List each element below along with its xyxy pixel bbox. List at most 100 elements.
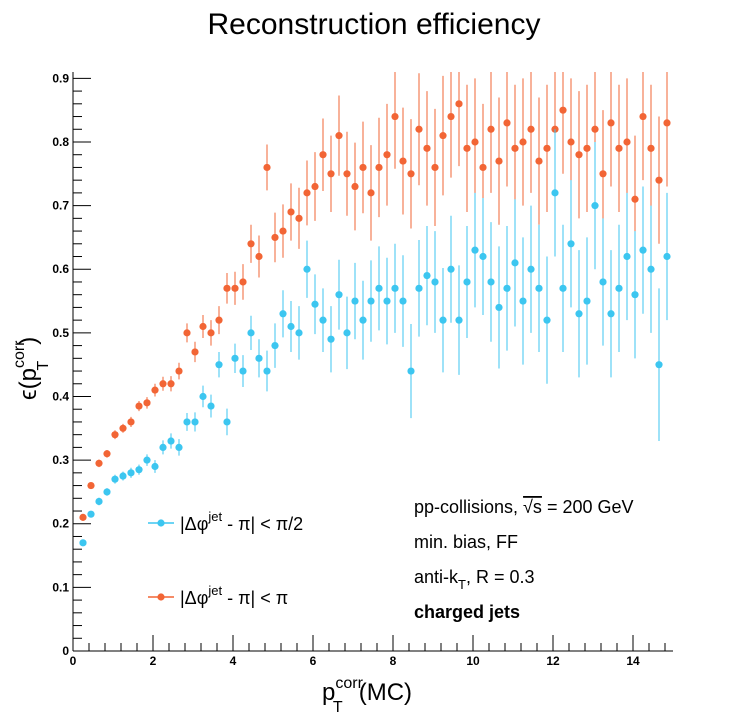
data-point <box>471 246 479 254</box>
data-point <box>583 297 591 305</box>
data-point <box>519 297 527 305</box>
x-tick-label: 0 <box>70 654 77 668</box>
data-point <box>431 163 439 172</box>
data-point <box>415 284 423 292</box>
data-point <box>479 163 487 172</box>
data-point <box>287 322 295 331</box>
y-tick-label: 0.6 <box>52 262 69 276</box>
data-point <box>487 125 495 133</box>
data-point <box>439 132 447 140</box>
data-point <box>375 163 383 172</box>
data-point <box>215 361 223 369</box>
data-point <box>183 418 191 426</box>
data-point <box>527 265 535 273</box>
data-point <box>463 144 471 152</box>
data-point <box>551 189 559 197</box>
data-point <box>135 466 143 474</box>
annotation-part: charged jets <box>414 602 520 622</box>
data-point <box>423 272 431 280</box>
data-point <box>247 240 255 248</box>
y-tick-label: 0.5 <box>52 326 69 340</box>
data-point <box>663 119 671 127</box>
data-point <box>503 284 511 292</box>
annotation-part: pp-collisions, <box>414 497 523 517</box>
data-point <box>399 157 407 165</box>
data-point <box>407 170 415 178</box>
annotation: pp-collisions, √s = 200 GeV <box>414 497 634 517</box>
data-point <box>359 316 367 324</box>
data-point <box>447 265 455 273</box>
data-point <box>527 125 535 133</box>
data-point <box>623 252 631 261</box>
data-point <box>351 182 359 191</box>
x-tick-label: 8 <box>390 654 397 668</box>
data-point <box>655 176 663 184</box>
data-point <box>391 284 399 292</box>
y-tick-label: 0.1 <box>52 580 69 594</box>
annotation: anti-kT, R = 0.3 <box>414 567 535 592</box>
y-label-sup: corr <box>11 340 28 368</box>
data-point <box>231 284 239 292</box>
legend-label-part: |Δφ <box>180 588 208 608</box>
data-point <box>455 316 463 324</box>
data-point <box>175 443 183 451</box>
data-point <box>599 278 607 286</box>
x-tick-label: 6 <box>310 654 317 668</box>
data-point <box>495 157 503 165</box>
y-tick-label: 0.3 <box>52 453 69 467</box>
data-point <box>415 125 423 133</box>
data-point <box>607 119 615 127</box>
data-point <box>479 252 487 261</box>
annotation-part: anti-k <box>414 567 459 587</box>
legend-label-part: - π| < π/2 <box>222 514 303 534</box>
data-point <box>271 341 279 350</box>
x-tick-label: 12 <box>546 654 560 668</box>
data-point <box>575 310 583 318</box>
data-point <box>159 443 167 451</box>
data-point <box>663 252 671 261</box>
x-tick-label: 4 <box>230 654 237 668</box>
data-point <box>583 144 591 152</box>
y-label-sub: T <box>35 360 52 370</box>
data-point <box>263 163 271 172</box>
annotation-part: , R = 0.3 <box>466 567 535 587</box>
y-tick-label: 0.8 <box>52 135 69 149</box>
data-point <box>543 316 551 324</box>
y-tick-label: 0.9 <box>52 71 69 85</box>
data-point <box>79 513 87 521</box>
data-point <box>495 303 503 312</box>
data-point <box>279 310 287 318</box>
data-point <box>143 456 151 464</box>
y-tick-label: 0.7 <box>52 199 69 213</box>
data-point <box>207 329 215 337</box>
legend-marker <box>157 519 165 527</box>
data-point <box>399 297 407 305</box>
data-point <box>295 329 303 337</box>
data-point <box>311 300 319 308</box>
data-point <box>119 424 127 432</box>
data-point <box>191 348 199 356</box>
legend-label-part: - π| < π <box>222 588 288 608</box>
data-point <box>87 481 95 490</box>
data-point <box>607 310 615 318</box>
annotation-sub: T <box>458 577 466 592</box>
x-label-sub: T <box>333 699 343 716</box>
data-point <box>599 170 607 178</box>
data-point <box>575 151 583 159</box>
legend-label-sup: jet <box>207 509 222 524</box>
y-label-tail: ) <box>15 337 42 345</box>
data-point <box>255 252 263 261</box>
data-point <box>127 418 135 426</box>
data-point <box>135 402 143 410</box>
data-point <box>503 119 511 127</box>
y-label-head: ϵ(p <box>15 368 42 400</box>
data-point <box>567 138 575 146</box>
legend-label: |Δφjet - π| < π <box>180 583 288 608</box>
y-tick-label: 0.2 <box>52 517 69 531</box>
data-point <box>287 208 295 216</box>
data-point <box>631 195 639 203</box>
data-point <box>639 112 647 121</box>
data-point <box>383 297 391 305</box>
x-tick-label: 10 <box>466 654 480 668</box>
x-tick-label: 14 <box>626 654 640 668</box>
